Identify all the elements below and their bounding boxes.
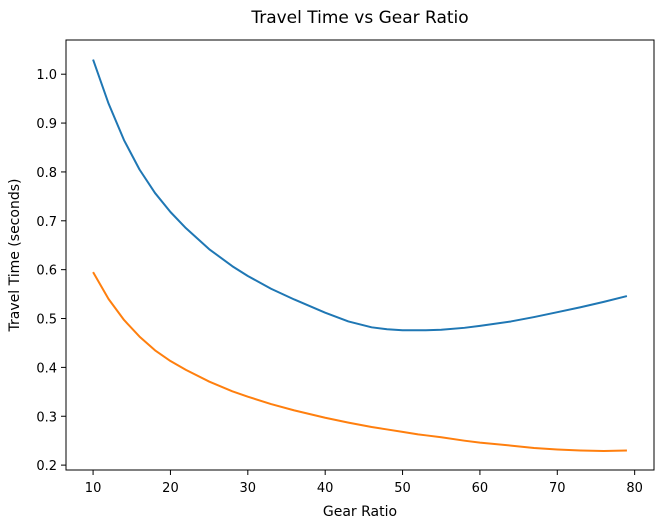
y-tick-label: 0.5 [36, 313, 57, 328]
y-tick-label: 0.4 [36, 361, 57, 376]
x-tick-label: 10 [85, 481, 102, 496]
series-layer [92, 59, 628, 452]
y-tick-label: 0.2 [36, 459, 57, 474]
y-axis-ticks: 0.2 0.3 0.4 0.5 0.6 0.7 0.8 0.9 1.0 [36, 68, 66, 474]
y-tick-label: 0.3 [36, 410, 57, 425]
y-tick-label: 1.0 [36, 68, 57, 83]
x-axis-label: Gear Ratio [323, 504, 397, 520]
series-line-1 [92, 59, 628, 332]
x-tick-label: 70 [549, 481, 566, 496]
y-tick-label: 0.8 [36, 166, 57, 181]
x-tick-label: 50 [394, 481, 411, 496]
chart-title: Travel Time vs Gear Ratio [250, 8, 468, 28]
x-tick-label: 20 [162, 481, 179, 496]
x-tick-label: 40 [317, 481, 334, 496]
plot-area-frame [65, 39, 655, 471]
series-line-2 [92, 271, 627, 452]
x-axis-ticks: 10 20 30 40 50 60 70 80 [85, 470, 643, 496]
x-tick-label: 60 [472, 481, 489, 496]
x-tick-label: 30 [240, 481, 257, 496]
y-axis-label: Travel Time (seconds) [7, 179, 23, 333]
y-tick-label: 0.9 [36, 117, 57, 132]
y-tick-label: 0.6 [36, 264, 57, 279]
y-tick-label: 0.7 [36, 215, 57, 230]
x-tick-label: 80 [626, 481, 643, 496]
